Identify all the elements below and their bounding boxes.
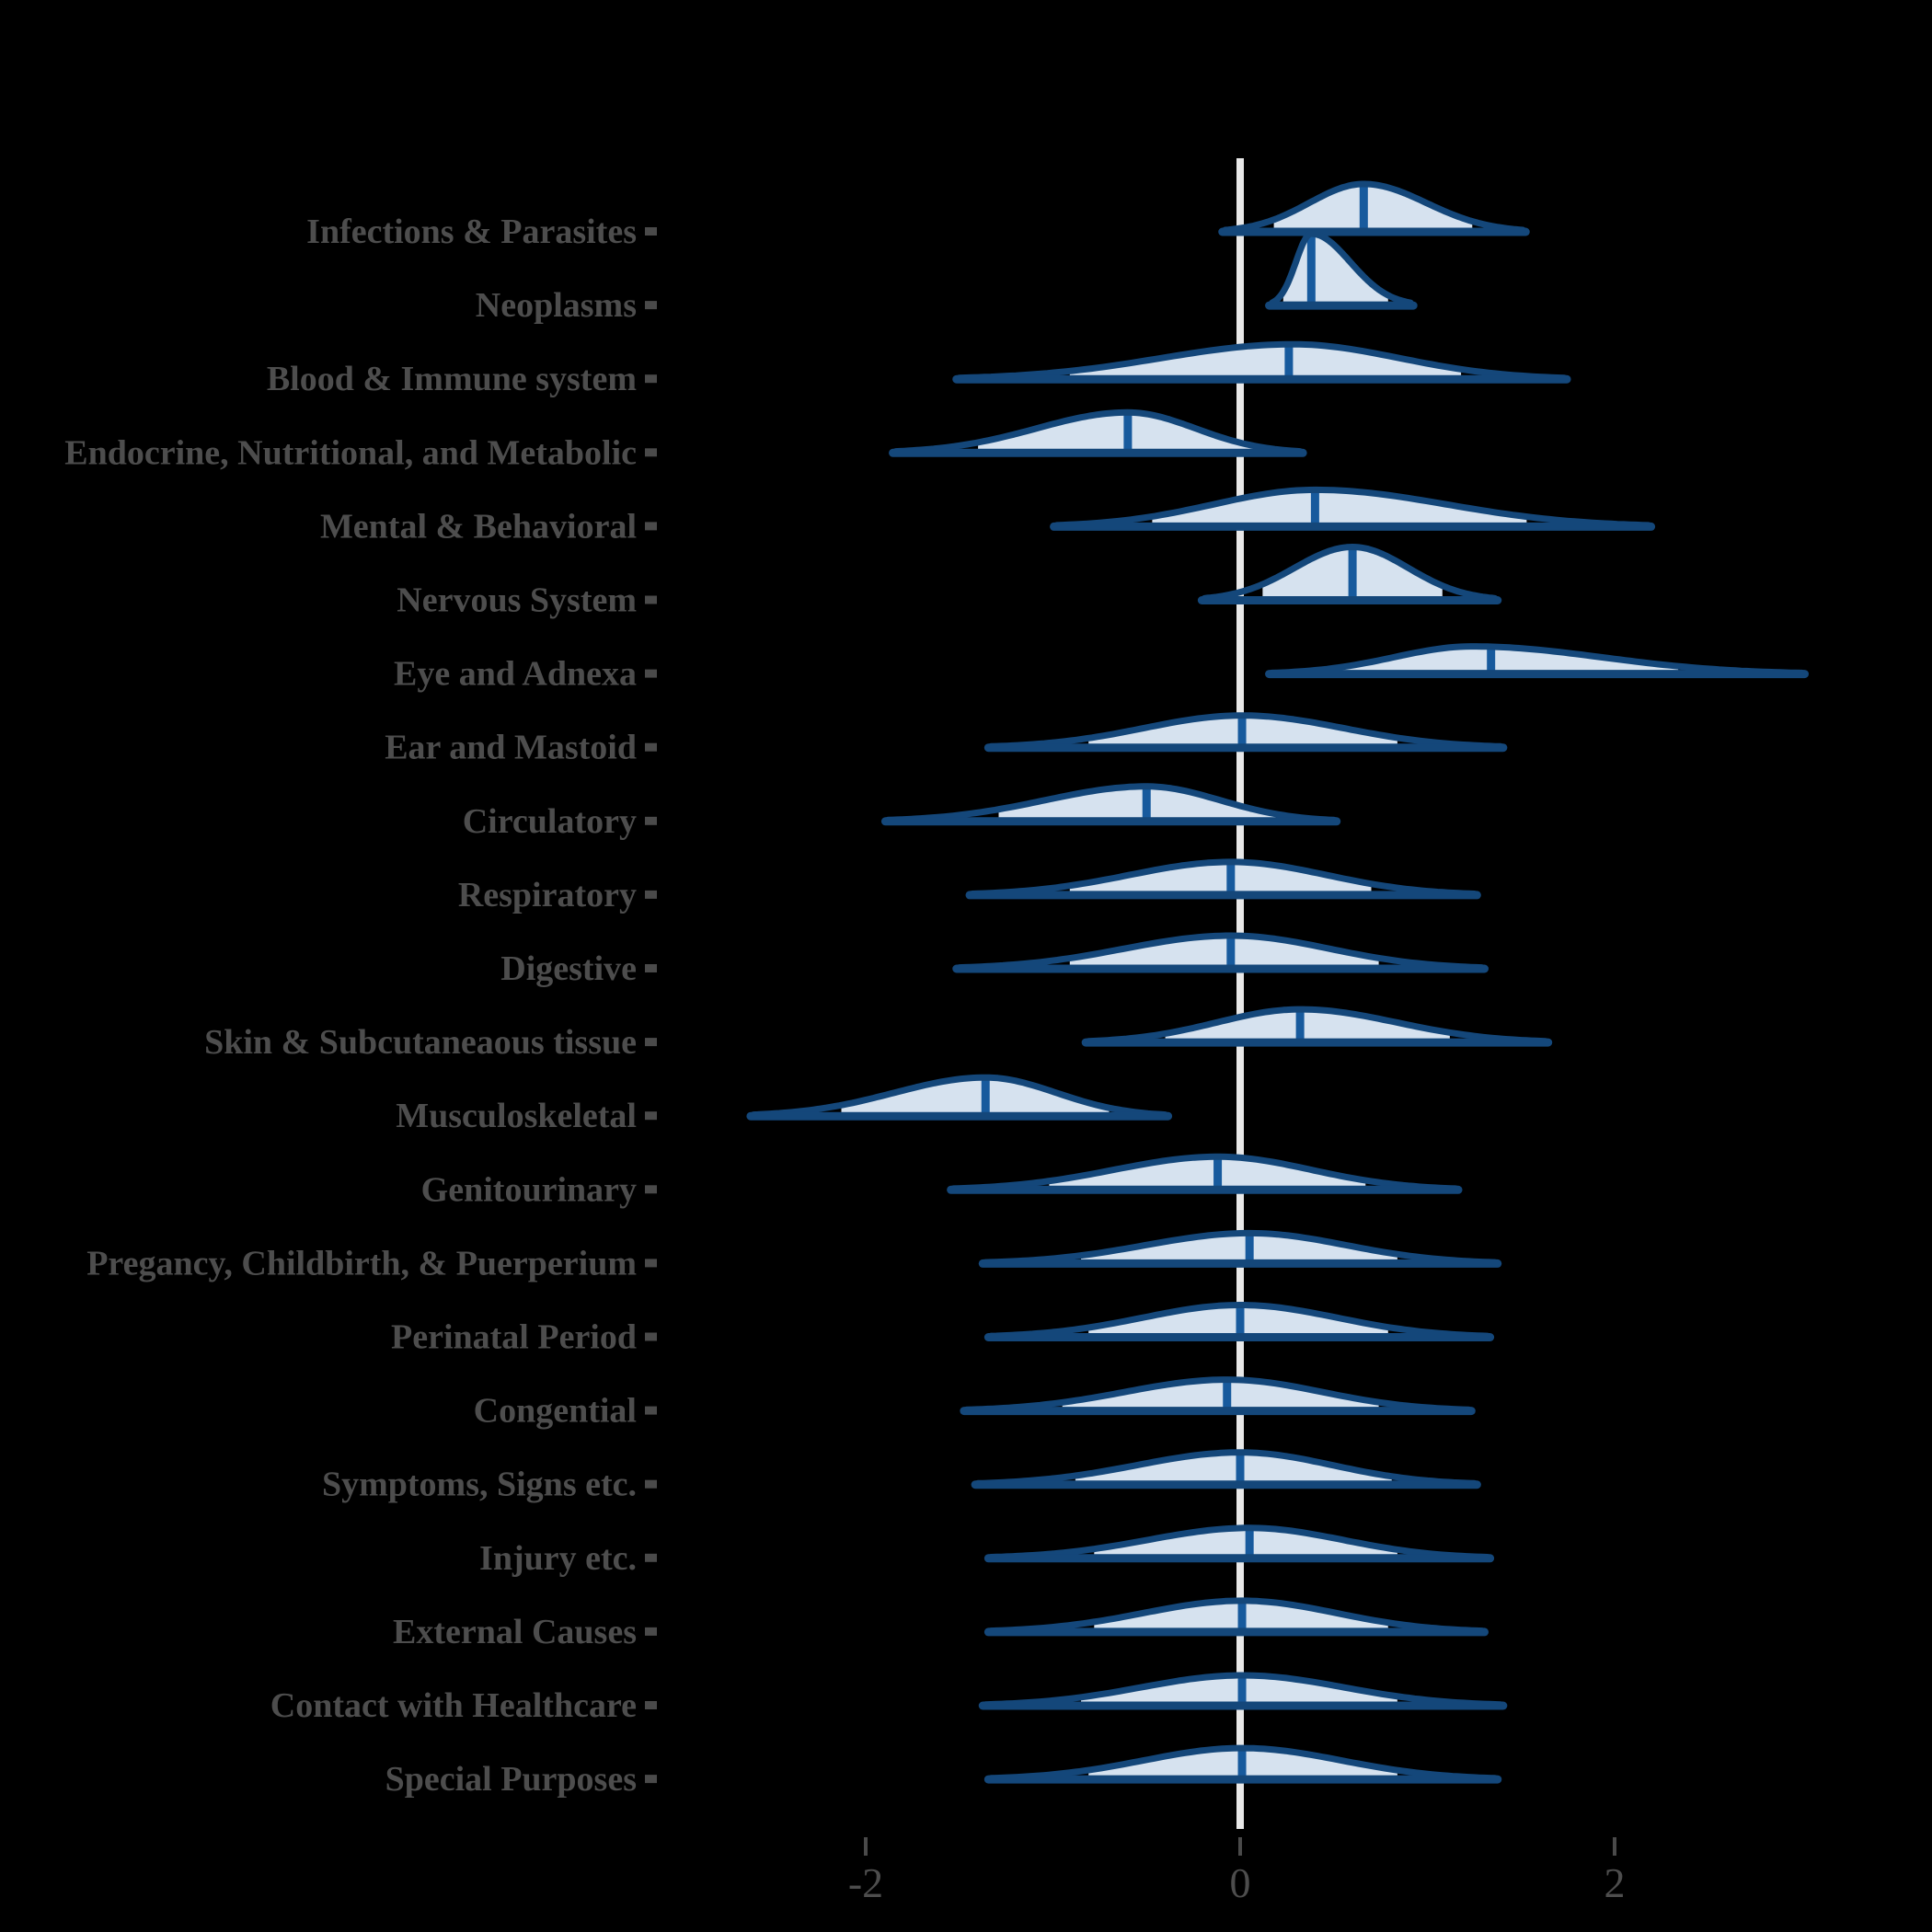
category-label: Nervous System [397,581,637,620]
density-outline [1053,486,1652,529]
x-axis-tick-label: 2 [1604,1859,1626,1906]
density-fill [1075,1452,1392,1485]
category-label: Ear and Mastoid [385,729,637,767]
density-outline [1222,180,1526,234]
category-tick [645,522,657,531]
violin-row: Genitourinary [421,1153,1463,1209]
violin-row: Blood & Immune system [267,340,1571,398]
category-tick [645,1038,657,1047]
density-fill [1062,1379,1379,1411]
density-outline [956,932,1485,972]
category-label: Respiratory [458,876,637,914]
category-label: Perinatal Period [391,1318,637,1357]
category-label: Digestive [500,949,637,988]
violin-row: Symptoms, Signs etc. [322,1449,1481,1504]
density-outline [1201,544,1499,602]
violin-row: Respiratory [458,858,1481,914]
category-tick [645,1185,657,1194]
category-label: Mental & Behavioral [320,507,637,546]
density-fill [841,1077,1110,1117]
density-fill [1165,1009,1450,1043]
violin-row: Neoplasms [476,230,1418,325]
violin-row: External Causes [393,1597,1489,1651]
category-label: External Causes [393,1613,637,1651]
density-outline [750,1074,1169,1119]
category-label: Circulatory [463,802,637,841]
category-tick [645,595,657,604]
density-outline [987,1302,1491,1340]
violin-row: Pregancy, Childbirth, & Puerperium [86,1229,1502,1282]
category-tick [645,374,657,384]
density-outline [987,1597,1485,1635]
category-tick [645,742,657,752]
density-outline [987,1524,1491,1560]
density-outline [1085,1006,1549,1045]
category-tick [645,448,657,457]
category-label: Infections & Parasites [306,213,637,251]
density-outline [987,1744,1499,1782]
category-tick [645,1259,657,1268]
violin-row: Eye and Adnexa [394,643,1809,694]
category-tick [645,890,657,899]
category-tick [645,1479,657,1489]
category-tick [645,816,657,825]
category-label: Pregancy, Childbirth, & Puerperium [86,1244,637,1282]
category-label: Skin & Subcutaneaous tissue [204,1023,637,1062]
category-label: Injury etc. [479,1539,637,1578]
category-label: Neoplasms [476,286,637,325]
category-tick [645,227,657,236]
category-label: Contact with Healthcare [270,1686,637,1725]
density-outline [1269,643,1805,676]
category-label: Endocrine, Nutritional, and Metabolic [64,433,637,472]
category-tick [645,1553,657,1562]
density-outline [950,1153,1459,1192]
category-tick [645,1406,657,1415]
density-outline [963,1376,1472,1413]
category-label: Genitourinary [421,1170,637,1209]
violin-row: Infections & Parasites [306,180,1530,251]
category-label: Musculoskeletal [396,1097,637,1135]
category-label: Special Purposes [385,1760,637,1799]
violin-row: Perinatal Period [391,1302,1495,1357]
x-axis: -2 0 2 [848,1837,1626,1906]
category-label: Symptoms, Signs etc. [322,1466,637,1504]
violin-row: Injury etc. [479,1524,1495,1578]
violin-row: Ear and Mastoid [385,712,1508,767]
category-tick [645,1627,657,1636]
density-outline [956,340,1568,382]
violin-row: Skin & Subcutaneaous tissue [204,1006,1553,1062]
density-outline [982,1229,1499,1266]
density-outline [982,1672,1504,1708]
x-axis-tick-label: -2 [848,1859,883,1906]
density-outline [892,408,1304,455]
category-tick [645,964,657,972]
category-tick [645,301,657,310]
category-label: Blood & Immune system [267,360,637,398]
category-tick [645,1775,657,1784]
violin-row: Circulatory [463,783,1341,841]
density-outline [969,858,1478,897]
density-outline [987,712,1504,750]
category-tick [645,1332,657,1341]
density-outline [1269,230,1414,306]
x-axis-tick-label: 0 [1230,1859,1251,1906]
violin-row: Musculoskeletal [396,1074,1173,1135]
density-outline [884,783,1338,823]
violin-row: Digestive [500,932,1489,988]
density-fill [998,786,1276,822]
category-label: Congential [474,1392,637,1431]
density-outline [974,1449,1478,1487]
violin-row: Nervous System [397,544,1502,620]
violin-row: Mental & Behavioral [320,486,1656,546]
violin-row: Endocrine, Nutritional, and Metabolic [64,408,1307,472]
category-tick [645,669,657,678]
violin-row: Congential [474,1376,1476,1431]
category-tick [645,1701,657,1709]
category-tick [645,1111,657,1121]
category-label: Eye and Adnexa [394,655,637,694]
violin-row: Contact with Healthcare [270,1672,1508,1725]
violin-row: Special Purposes [385,1744,1502,1799]
